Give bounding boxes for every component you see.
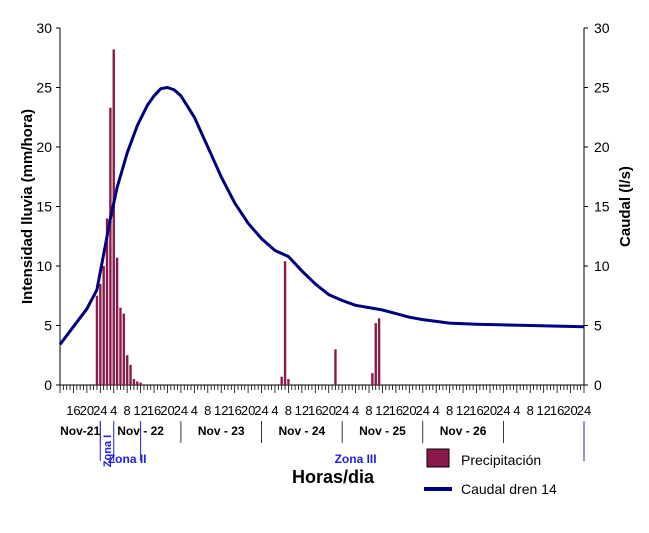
- x-tick-label: 20: [80, 403, 94, 418]
- x-tick-label: 16: [550, 403, 564, 418]
- x-tick-label: 4: [352, 403, 359, 418]
- flow-line-group: [58, 86, 585, 346]
- x-tick-label: 8: [365, 403, 372, 418]
- day-label: Nov - 23: [198, 424, 245, 438]
- x-tick-label: 12: [133, 403, 147, 418]
- x-tick-label: 24: [416, 403, 430, 418]
- x-tick-label: 24: [93, 403, 107, 418]
- precipitation-bar: [287, 379, 290, 385]
- y-tick-label-right: 25: [594, 80, 610, 96]
- day-label: Nov - 22: [117, 424, 164, 438]
- x-tick-label: 16: [469, 403, 483, 418]
- x-tick-label: 16: [389, 403, 403, 418]
- zone-label: Zona II: [108, 452, 147, 466]
- day-label: Nov - 24: [279, 424, 326, 438]
- x-tick-label: 4: [191, 403, 198, 418]
- x-tick-label: 20: [563, 403, 577, 418]
- x-tick-label: 24: [174, 403, 188, 418]
- x-tick-label: 20: [483, 403, 497, 418]
- precipitation-bar: [122, 313, 126, 385]
- day-label: Nov - 25: [359, 424, 406, 438]
- x-tick-label: 12: [214, 403, 228, 418]
- precipitation-bar: [119, 307, 122, 385]
- y-tick-label-left: 30: [36, 20, 52, 36]
- precipitation-bars: [95, 49, 381, 386]
- x-tick-label: 24: [254, 403, 268, 418]
- y-tick-label-right: 0: [594, 377, 602, 393]
- x-tick-label: 4: [433, 403, 440, 418]
- day-label: Nov-21: [60, 424, 100, 438]
- precipitation-bar: [109, 107, 112, 385]
- x-tick-label: 4: [513, 403, 520, 418]
- x-tick-label: 8: [446, 403, 453, 418]
- precipitation-bar: [139, 382, 142, 385]
- x-tick-label: 12: [295, 403, 309, 418]
- flow-line: [58, 86, 585, 346]
- precipitation-bar: [125, 355, 129, 385]
- y-axis-title-left: Intensidad lluvia (mm/hora): [19, 109, 36, 304]
- precipitation-bar: [371, 373, 374, 385]
- x-tick-label: 20: [160, 403, 174, 418]
- precipitation-bar: [377, 318, 381, 385]
- x-tick-label: 16: [147, 403, 161, 418]
- precipitation-bar: [95, 295, 99, 385]
- x-tick-label: 20: [321, 403, 335, 418]
- y-tick-label-left: 10: [36, 258, 52, 274]
- y-tick-label-left: 20: [36, 139, 52, 155]
- precipitation-bar: [280, 376, 283, 385]
- legend-label-precipitation: Precipitación: [461, 452, 541, 468]
- x-tick-label: 8: [285, 403, 292, 418]
- x-tick-label: 24: [335, 403, 349, 418]
- precipitation-bar: [105, 218, 109, 385]
- zone-label: Zona I: [102, 435, 114, 467]
- x-tick-label: 16: [227, 403, 241, 418]
- day-label: Nov - 26: [440, 424, 487, 438]
- x-tick-label: 20: [241, 403, 255, 418]
- x-tick-label: 16: [66, 403, 80, 418]
- y-tick-label-right: 15: [594, 199, 610, 215]
- precipitation-bar: [136, 381, 139, 385]
- precipitation-bar: [112, 49, 115, 386]
- x-tick-label: 24: [577, 403, 591, 418]
- y-tick-label-right: 10: [594, 258, 610, 274]
- precipitation-bar: [283, 261, 287, 385]
- y-tick-label-left: 25: [36, 80, 52, 96]
- precipitation-bar: [129, 364, 132, 385]
- y-tick-label-left: 15: [36, 199, 52, 215]
- legend-swatch-precipitation: [426, 448, 450, 468]
- x-axis-title: Horas/dia: [292, 467, 375, 487]
- axes: [56, 27, 588, 461]
- x-tick-label: 12: [536, 403, 550, 418]
- y-tick-label-left: 5: [44, 318, 52, 334]
- legend-label-flow: Caudal dren 14: [461, 481, 557, 497]
- x-tick-label: 12: [456, 403, 470, 418]
- x-tick-label: 4: [110, 403, 117, 418]
- x-tick-label: 8: [124, 403, 131, 418]
- precipitation-bar: [132, 379, 136, 385]
- x-tick-label: 8: [204, 403, 211, 418]
- x-tick-label: 16: [308, 403, 322, 418]
- precipitation-bar: [99, 283, 102, 385]
- precipitation-bar: [115, 257, 119, 385]
- y-tick-label-left: 0: [44, 377, 52, 393]
- x-tick-label: 12: [375, 403, 389, 418]
- y-tick-label-right: 20: [594, 139, 610, 155]
- precipitation-bar: [374, 323, 377, 385]
- precipitation-bar: [334, 349, 337, 385]
- x-tick-label: 4: [271, 403, 278, 418]
- zone-label: Zona III: [335, 452, 377, 466]
- x-tick-label: 24: [496, 403, 510, 418]
- y-axis-title-right: Caudal (l/s): [617, 166, 634, 247]
- x-tick-label: 20: [402, 403, 416, 418]
- y-tick-label-right: 5: [594, 318, 602, 334]
- x-tick-label: 8: [527, 403, 534, 418]
- legend: Precipitación Caudal dren 14: [424, 448, 557, 497]
- y-tick-label-right: 30: [594, 20, 610, 36]
- precipitation-bar: [102, 266, 105, 385]
